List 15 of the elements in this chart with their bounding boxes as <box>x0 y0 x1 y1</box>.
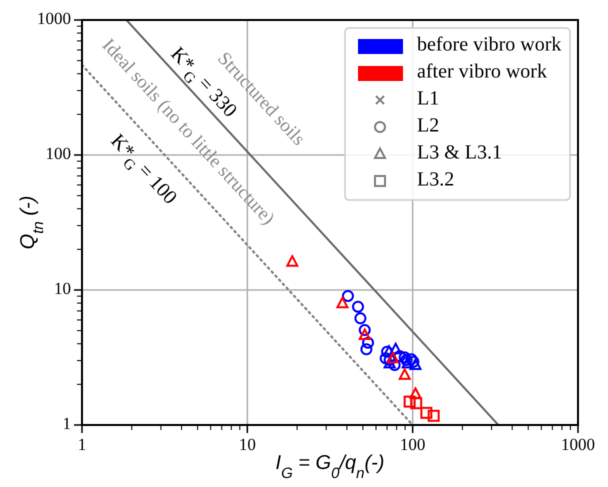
legend-label: L3.2 <box>417 168 454 191</box>
legend-label: L2 <box>417 114 440 137</box>
x-tick-label: 10 <box>238 435 256 454</box>
y-tick-label: 10 <box>54 278 71 298</box>
x-tick-label: 1000 <box>561 435 595 454</box>
legend-label: before vibro work <box>417 34 562 56</box>
y-tick-label: 1000 <box>37 8 71 28</box>
x-tick-label: 1 <box>78 435 86 454</box>
legend-label: L1 <box>417 88 440 110</box>
legend-label: after vibro work <box>417 60 547 83</box>
x-tick-label: 100 <box>400 435 426 454</box>
legend-label: L3 & L3.1 <box>417 142 502 164</box>
y-tick-label: 1 <box>62 414 71 433</box>
y-tick-label: 100 <box>46 144 71 163</box>
x-axis-title: I$_{G}$ = G$_{0}$/q$_{n}$(-) <box>276 452 384 482</box>
